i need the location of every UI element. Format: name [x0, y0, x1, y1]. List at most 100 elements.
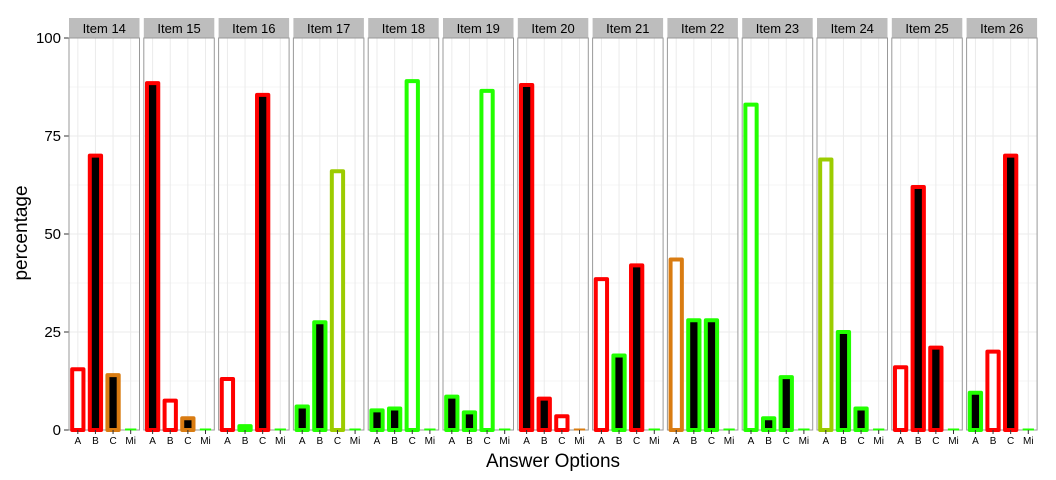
x-tick-label: A	[673, 436, 680, 447]
bar	[611, 353, 627, 432]
panel-border	[68, 37, 140, 431]
bar	[1003, 153, 1019, 432]
x-tick-label: C	[783, 436, 790, 447]
bar	[910, 184, 926, 432]
facet-strip-label: Item 14	[83, 21, 126, 36]
panel-border	[966, 37, 1038, 431]
facet-strip	[368, 18, 439, 38]
bar	[479, 88, 495, 432]
bar	[219, 377, 236, 433]
panel-border	[292, 37, 365, 431]
x-tick-label: B	[915, 436, 922, 447]
bar	[369, 408, 385, 432]
x-axis-label: Answer Options	[486, 451, 620, 472]
facet-strip	[293, 18, 364, 38]
bar	[255, 92, 271, 432]
bar	[760, 416, 777, 432]
x-tick-label: Mi	[425, 436, 436, 447]
facet-panel: Item 20 A B C Mi	[517, 18, 589, 447]
facet-panel: Item 18 A B C Mi	[367, 18, 440, 447]
x-tick-label: Mi	[1023, 436, 1034, 447]
bar	[985, 349, 1001, 433]
facet-panel: Item 24 A B C Mi	[816, 18, 888, 447]
x-tick-label: B	[765, 436, 772, 447]
bar	[593, 277, 610, 432]
facet-panel: Item 15 A B C Mi	[143, 18, 215, 447]
panel-border	[517, 37, 589, 431]
facet-strip	[517, 18, 589, 38]
x-tick-label: B	[92, 436, 99, 447]
facet-strip	[218, 18, 290, 38]
facet-strip-label: Item 24	[831, 21, 874, 36]
x-tick-label: C	[483, 436, 490, 447]
panel-border	[816, 37, 888, 431]
bar	[818, 157, 834, 433]
bar	[87, 153, 104, 432]
bar	[853, 406, 869, 433]
x-tick-label: Mi	[275, 436, 286, 447]
y-tick-label: 75	[44, 128, 61, 145]
x-tick-label: Mi	[499, 436, 510, 447]
facet-strip	[667, 18, 738, 38]
x-tick-label: C	[558, 436, 565, 447]
y-tick-label: 50	[44, 226, 61, 243]
facet-panel: Item 23 A B C Mi	[741, 18, 814, 447]
facet-strip	[966, 18, 1038, 38]
facet-strip-label: Item 19	[457, 21, 500, 36]
y-tick-label: 100	[36, 30, 61, 47]
x-tick-label: B	[242, 436, 249, 447]
x-tick-label: B	[391, 436, 398, 447]
facet-strip-label: Item 23	[756, 21, 799, 36]
facet-panel: Item 16 A B C Mi	[218, 18, 290, 447]
panel-border	[666, 37, 739, 431]
bar	[554, 414, 570, 432]
facet-panel: Item 17 A B C Mi	[292, 18, 365, 447]
panel-border	[442, 37, 514, 431]
bar	[703, 318, 720, 432]
x-tick-label: A	[748, 436, 755, 447]
x-tick-label: B	[541, 436, 548, 447]
x-tick-label: A	[149, 436, 156, 447]
x-tick-label: Mi	[724, 436, 735, 447]
y-axis-label: percentage	[11, 185, 32, 280]
facet-strip-label: Item 18	[382, 21, 425, 36]
bar	[928, 345, 944, 432]
x-tick-label: Mi	[574, 436, 585, 447]
facet-strip-label: Item 16	[232, 21, 275, 36]
y-tick-label: 25	[44, 324, 61, 341]
facet-strip-label: Item 17	[307, 21, 350, 36]
bar	[461, 410, 478, 432]
x-tick-label: A	[299, 436, 306, 447]
facet-panel: Item 25 A B C Mi	[891, 18, 963, 447]
facet-strip-label: Item 22	[681, 21, 724, 36]
facet-strip	[817, 18, 888, 38]
bar	[386, 406, 403, 433]
panel-border	[143, 37, 215, 431]
facet-strip	[592, 18, 664, 38]
bar	[668, 257, 684, 433]
x-tick-label: A	[822, 436, 829, 447]
x-tick-label: C	[109, 436, 116, 447]
bar	[967, 390, 984, 433]
facet-strip	[69, 18, 140, 38]
x-tick-label: A	[224, 436, 231, 447]
facet-strip	[742, 18, 813, 38]
panel-border	[891, 37, 963, 431]
x-tick-label: Mi	[200, 436, 211, 447]
x-tick-label: Mi	[799, 436, 810, 447]
bar	[329, 169, 346, 432]
x-tick-label: B	[691, 436, 698, 447]
facet-strip-label: Item 15	[157, 21, 200, 36]
x-tick-label: B	[317, 436, 324, 447]
x-tick-label: C	[1007, 436, 1014, 447]
bar	[743, 102, 759, 432]
x-tick-label: A	[74, 436, 81, 447]
x-tick-label: C	[334, 436, 341, 447]
x-tick-label: A	[523, 436, 530, 447]
bar	[312, 320, 328, 433]
x-tick-label: C	[708, 436, 715, 447]
bar	[778, 375, 794, 432]
x-tick-label: B	[466, 436, 473, 447]
bar	[536, 396, 552, 433]
bar	[144, 81, 161, 433]
